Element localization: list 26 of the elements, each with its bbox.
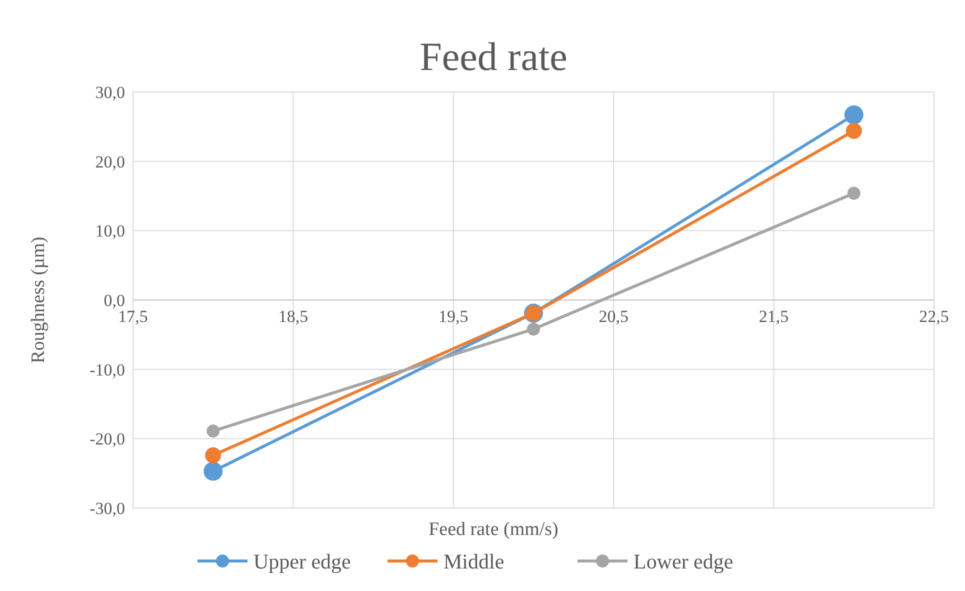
y-tick-label: -10,0: [90, 360, 125, 380]
x-tick-label: 21,5: [758, 307, 789, 326]
y-tick-label: -30,0: [90, 498, 125, 518]
y-tick-label: 10,0: [95, 222, 125, 241]
point: [527, 322, 540, 336]
legend-label: Lower edge: [634, 549, 734, 574]
x-axis-title: Feed rate (mm/s): [428, 519, 558, 540]
chart-title: Feed rate: [420, 34, 568, 79]
point: [846, 122, 862, 139]
y-tick-label: 30,0: [95, 82, 125, 102]
y-tick-label: 20,0: [95, 152, 125, 172]
x-tick-label: 22,5: [919, 307, 949, 326]
x-tick-label: 20,5: [598, 307, 628, 326]
y-axis-title: Roughness (µm): [28, 236, 49, 364]
point: [204, 462, 223, 481]
point: [847, 186, 860, 200]
y-tick-label: -20,0: [90, 430, 125, 449]
legend-label: Middle: [444, 549, 504, 574]
y-tick-label: 0,0: [104, 290, 125, 310]
point: [844, 105, 864, 124]
x-tick-label: 18,5: [278, 307, 308, 326]
legend-label: Upper edge: [254, 549, 351, 574]
x-tick-label: 19,5: [438, 307, 468, 326]
point: [205, 447, 222, 464]
x-tick-label: 17,5: [118, 307, 148, 326]
point: [206, 424, 220, 438]
